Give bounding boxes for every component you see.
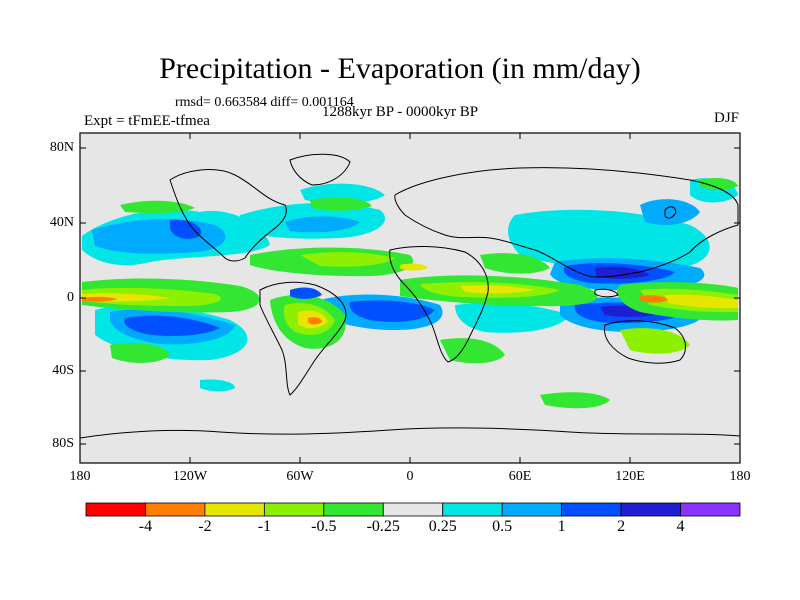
colorbar-swatch: [382, 502, 444, 517]
colorbar-label: 0.25: [428, 518, 457, 535]
x-tick-label: 120E: [615, 469, 645, 484]
field-region: [665, 294, 738, 309]
field-region: [110, 343, 170, 363]
field-region: [285, 216, 360, 233]
x-tick-label: 120W: [172, 469, 208, 484]
x-tick-label: 180: [729, 469, 751, 484]
stats-line: rmsd= 0.663584 diff= 0.001164: [175, 95, 354, 110]
field-region: [595, 266, 650, 279]
field-region: [640, 295, 668, 303]
field-region: [308, 317, 322, 325]
coastline-south-america: [259, 281, 347, 396]
field-region: [82, 296, 118, 302]
y-tick-label: 40N: [49, 215, 74, 230]
field-region: [170, 219, 201, 239]
season-label: DJF: [713, 110, 739, 126]
coastline-indonesia: [594, 288, 619, 298]
field-region: [460, 285, 535, 294]
colorbar-swatch: [561, 502, 622, 517]
colorbar: [85, 502, 741, 517]
colorbar-swatch: [85, 502, 146, 517]
field-region: [455, 303, 570, 333]
colorbar-swatch: [680, 502, 741, 517]
colorbar-label: -4: [138, 518, 153, 535]
coastline-greenland: [289, 153, 351, 186]
colorbar-label: -0.5: [311, 518, 337, 535]
coastline-africa: [389, 245, 489, 363]
field-region: [290, 287, 322, 299]
x-tick-label: 60E: [508, 469, 532, 484]
colorbar-swatch: [501, 502, 563, 517]
colorbar-label: 2: [617, 518, 626, 535]
coastline-north-america: [169, 169, 287, 262]
coastline-japan: [664, 206, 677, 219]
y-tick-label: 0: [67, 290, 74, 305]
colorbar-swatch: [145, 502, 206, 517]
field-region: [300, 252, 395, 267]
map-title: Precipitation - Evaporation (in mm/day): [159, 52, 641, 85]
field-region: [480, 253, 550, 274]
colorbar-swatch: [442, 502, 503, 517]
field-region: [349, 300, 435, 322]
field-region: [700, 178, 738, 190]
colorbar-label: 0.5: [492, 518, 513, 535]
colorbar-label: -0.25: [366, 518, 400, 535]
colorbar-label: -1: [257, 518, 272, 535]
axis-ticks: [79, 133, 741, 463]
colorbar-swatch: [204, 502, 265, 517]
coastline-australia: [603, 320, 686, 364]
x-tick-label: 60W: [286, 469, 314, 484]
field-region: [310, 197, 372, 211]
field-region: [120, 200, 195, 214]
field-region: [300, 183, 385, 204]
field-region: [640, 199, 700, 225]
coastline-layer: [80, 153, 740, 439]
coastline-eurasia: [394, 167, 739, 278]
colorbar-label: 4: [676, 518, 685, 535]
period-label: 1288kyr BP - 0000kyr BP: [322, 104, 479, 120]
experiment-label: Expt = tFmEE-tfmea: [84, 113, 210, 129]
colorbar-swatch: [263, 502, 325, 517]
colorbar-swatch: [323, 502, 384, 517]
field-region: [400, 263, 428, 271]
field-region: [508, 209, 710, 270]
coastline-antarctica: [80, 427, 740, 439]
field-region: [620, 328, 690, 354]
field-region: [124, 315, 220, 336]
colorbar-label: -2: [198, 518, 212, 535]
colorbar-label: 1: [557, 518, 566, 535]
x-tick-label: 0: [406, 469, 414, 484]
field-region: [540, 392, 610, 409]
field-region: [200, 379, 235, 392]
y-tick-label: 80S: [52, 436, 74, 451]
x-tick-label: 180: [69, 469, 91, 484]
y-tick-label: 40S: [52, 363, 74, 378]
colorbar-swatch: [620, 502, 681, 517]
y-tick-label: 80N: [49, 140, 74, 155]
